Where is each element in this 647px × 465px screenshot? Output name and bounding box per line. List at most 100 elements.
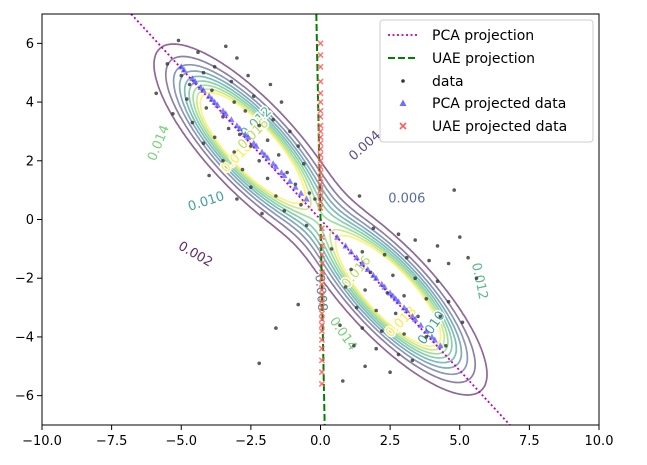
contour-level-8 xyxy=(199,91,442,348)
x-axis: −10.0 −7.5 −5.0 −2.5 0.0 2.5 5.0 7.5 10.0 xyxy=(22,425,613,449)
data-point xyxy=(452,188,457,192)
pca-projected-point xyxy=(258,148,266,155)
contour-level-0 xyxy=(153,43,488,396)
x-tick-label: −5.0 xyxy=(165,434,197,449)
data-point xyxy=(235,56,239,60)
y-tick-label: −4 xyxy=(15,330,34,345)
uae-projected-point xyxy=(318,269,326,276)
data-point xyxy=(374,308,379,313)
contour-level-6 xyxy=(192,84,449,355)
pca-projected-point xyxy=(244,133,252,140)
data-point xyxy=(265,176,270,181)
data-point xyxy=(410,358,415,363)
data-point xyxy=(427,258,431,263)
pca-projected-point xyxy=(409,313,416,319)
data-point xyxy=(307,191,312,195)
data-point xyxy=(402,294,406,298)
pca-projected-point xyxy=(208,95,216,102)
uae-projected-point xyxy=(318,310,326,317)
data-point xyxy=(201,141,206,145)
uae-projected-point xyxy=(317,145,324,153)
uae-projected-point xyxy=(318,369,326,376)
legend-data-swatch xyxy=(401,79,405,83)
pca-projected-point xyxy=(270,160,277,167)
data-point xyxy=(402,332,406,336)
data-point xyxy=(460,320,465,325)
pca-projected-point xyxy=(281,172,288,179)
data-point xyxy=(171,112,175,116)
data-point xyxy=(176,38,181,43)
contour-level-7 xyxy=(195,88,446,351)
data-point xyxy=(313,197,317,201)
uae-projected-point xyxy=(317,169,324,176)
uae-projected-point xyxy=(318,316,326,323)
pca-projected-point xyxy=(272,163,280,170)
uae-projected-point xyxy=(317,163,324,170)
uae-projected-point xyxy=(317,175,324,182)
y-tick-label: 6 xyxy=(26,37,34,52)
uae-projected-point xyxy=(317,151,324,159)
contour-label: 0.008 xyxy=(311,274,329,312)
uae-projected-point xyxy=(318,280,326,288)
data-point xyxy=(257,159,262,163)
uae-projected-point xyxy=(317,198,324,206)
data-point xyxy=(190,120,195,125)
pca-projected-point xyxy=(278,169,285,176)
pca-projected-point xyxy=(381,283,388,290)
data-point xyxy=(201,70,206,75)
data-point xyxy=(240,167,245,172)
projection-lines xyxy=(130,14,511,425)
data-point xyxy=(243,109,248,113)
data-point xyxy=(435,244,440,248)
data-point xyxy=(187,82,192,87)
pca-projected-point xyxy=(359,260,366,267)
data-point xyxy=(260,211,264,216)
y-tick-label: 4 xyxy=(26,96,34,111)
uae-projected-point xyxy=(317,204,324,211)
data-point xyxy=(274,194,278,198)
data-point xyxy=(207,173,211,178)
x-tick-label: 0.0 xyxy=(310,434,331,449)
pca-projected-point xyxy=(334,233,341,240)
data-point xyxy=(413,276,418,281)
uae-projected-point xyxy=(318,304,326,311)
data-point xyxy=(341,379,345,383)
uae-projected-point xyxy=(317,140,324,147)
pca-projected-point xyxy=(412,315,419,322)
data-point xyxy=(360,326,365,330)
data-point xyxy=(296,302,301,307)
uae-projected-point xyxy=(318,286,326,294)
pca-projected-point xyxy=(180,66,188,73)
data-point xyxy=(251,94,256,98)
uae-projected-point xyxy=(317,90,324,97)
legend-uae-projected-swatch xyxy=(399,122,407,130)
data-point xyxy=(391,273,395,278)
uae-projected-point xyxy=(318,225,326,232)
data-point xyxy=(204,106,209,110)
uae-projected-point xyxy=(318,322,326,329)
data-point xyxy=(226,126,231,131)
data-point xyxy=(196,50,200,54)
uae-projected-point xyxy=(318,336,326,343)
data-point xyxy=(357,194,362,198)
pca-projected-point xyxy=(286,177,294,184)
y-tick-label: 2 xyxy=(26,154,34,169)
pca-projected-point xyxy=(437,342,444,349)
data-point xyxy=(154,91,158,96)
data-point xyxy=(405,255,409,260)
pca-projected-point xyxy=(378,280,385,287)
data-point xyxy=(396,352,401,357)
uae-projected-point xyxy=(317,40,324,47)
data-point xyxy=(302,161,306,166)
pca-projected-point xyxy=(211,98,218,105)
pca-projected-point xyxy=(236,125,243,132)
pca-projected-point xyxy=(364,266,371,272)
pca-projected-point xyxy=(292,183,299,190)
x-tick-label: 10.0 xyxy=(585,434,614,449)
uae-projected-point xyxy=(318,233,326,241)
data-point xyxy=(474,276,479,281)
data-point xyxy=(165,62,170,66)
data-point xyxy=(237,132,242,137)
pca-projected-point xyxy=(423,327,430,334)
pca-projected-point xyxy=(417,321,424,328)
